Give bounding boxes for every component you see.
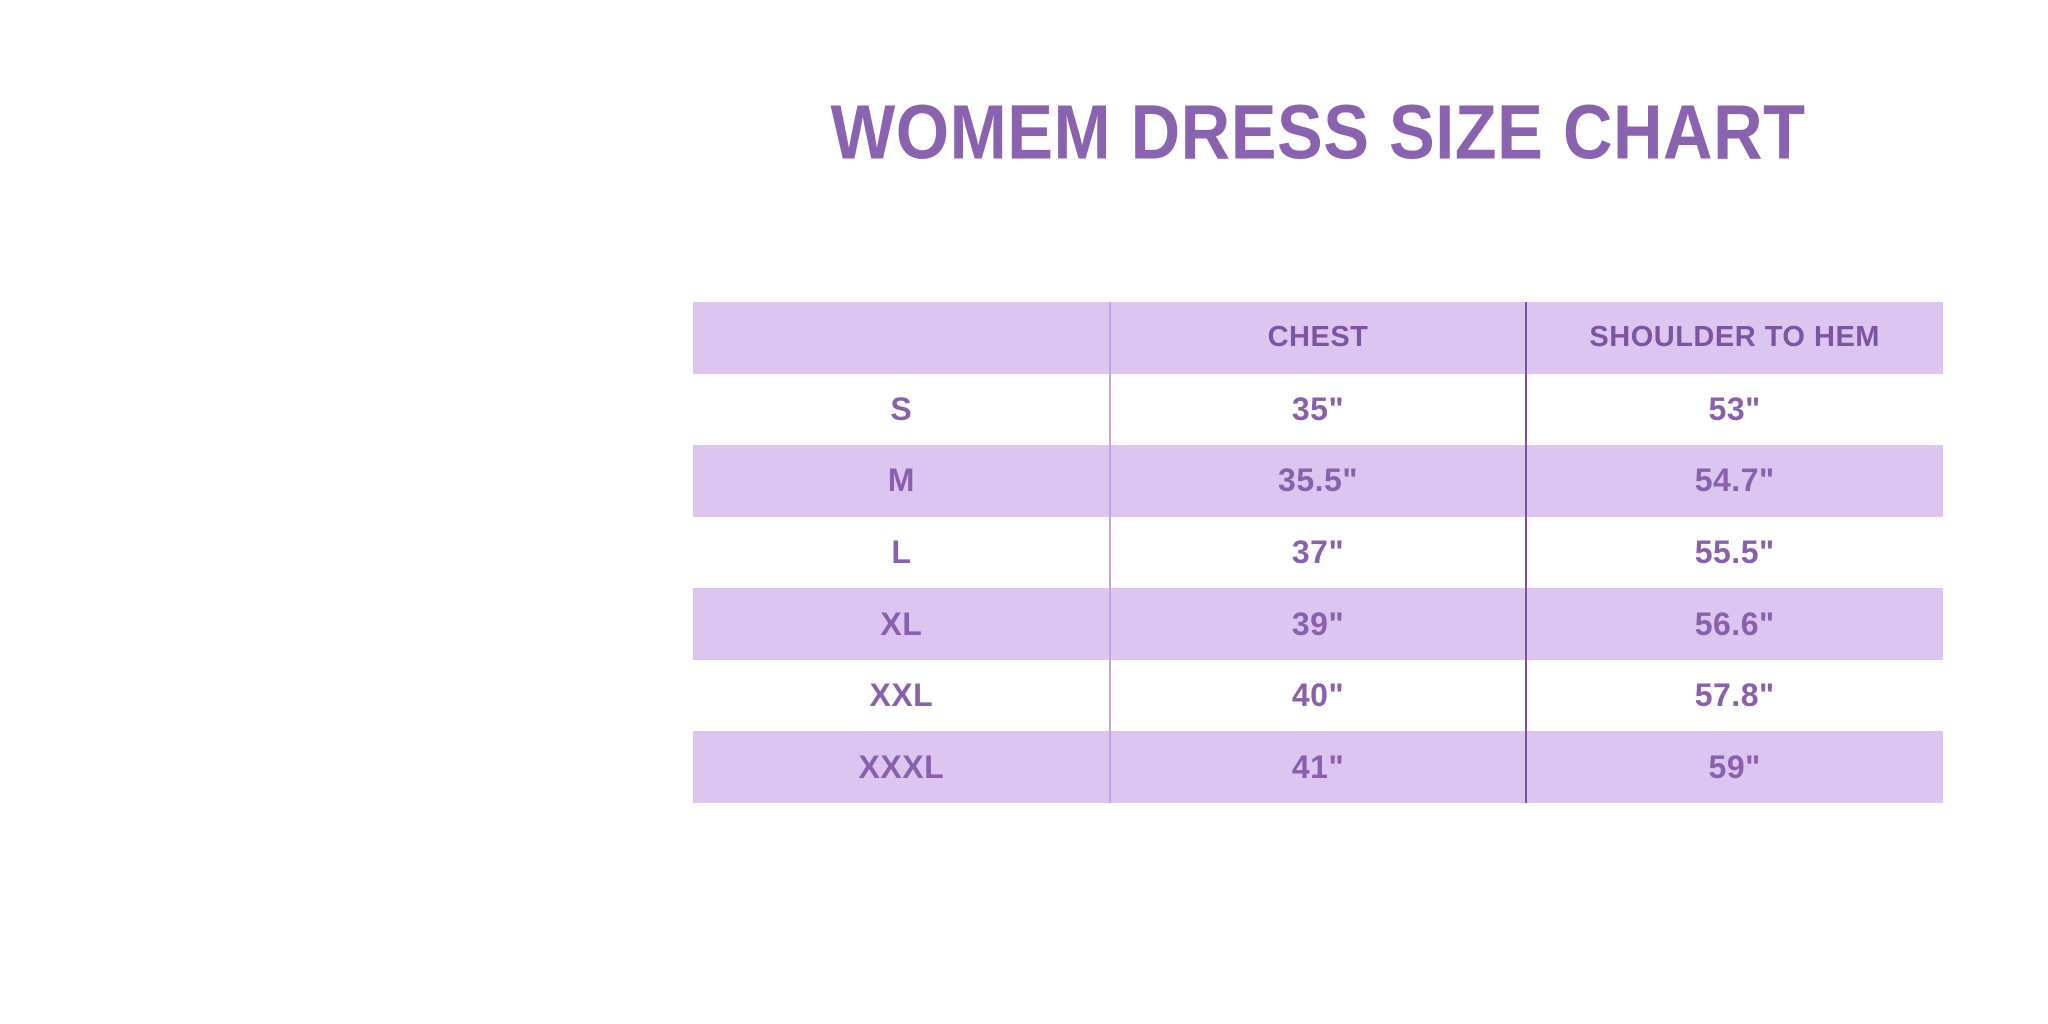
table-row: L 37" 55.5" (693, 516, 1943, 589)
cell-chest: 35" (1291, 390, 1345, 427)
column-divider-right (1525, 302, 1527, 803)
column-divider-left (1109, 302, 1111, 803)
table-row: XXXL 41" 59" (693, 731, 1943, 804)
cell-size: XXL (869, 677, 934, 714)
cell-size: M (887, 462, 915, 499)
table-row: XL 39" 56.6" (693, 588, 1943, 660)
cell-chest: 35.5" (1278, 462, 1358, 499)
cell-chest: 39" (1291, 605, 1345, 642)
cell-chest: 37" (1291, 534, 1345, 571)
table-row: XXL 40" 57.8" (693, 659, 1943, 732)
cell-size: XL (880, 605, 923, 642)
cell-shoulder-to-hem: 53" (1708, 390, 1761, 427)
cell-chest: 40" (1291, 677, 1345, 714)
cell-shoulder-to-hem: 54.7" (1694, 462, 1775, 499)
header-chest: CHEST (1267, 321, 1369, 354)
cell-size: XXXL (858, 748, 945, 785)
table-row: M 35.5" 54.7" (693, 445, 1943, 517)
page-title: WOMEM DRESS SIZE CHART (830, 89, 1806, 175)
cell-size: L (891, 534, 912, 571)
size-chart-table: CHEST SHOULDER TO HEM S 35" 53" M 35.5" … (693, 302, 1943, 804)
cell-shoulder-to-hem: 56.6" (1694, 605, 1775, 642)
cell-shoulder-to-hem: 57.8" (1694, 677, 1775, 714)
cell-shoulder-to-hem: 55.5" (1694, 534, 1775, 571)
table-header-row: CHEST SHOULDER TO HEM (693, 302, 1943, 374)
cell-chest: 41" (1291, 748, 1345, 785)
cell-shoulder-to-hem: 59" (1708, 748, 1761, 785)
table-row: S 35" 53" (693, 373, 1943, 446)
header-shoulder-to-hem: SHOULDER TO HEM (1589, 321, 1880, 354)
cell-size: S (890, 390, 913, 427)
